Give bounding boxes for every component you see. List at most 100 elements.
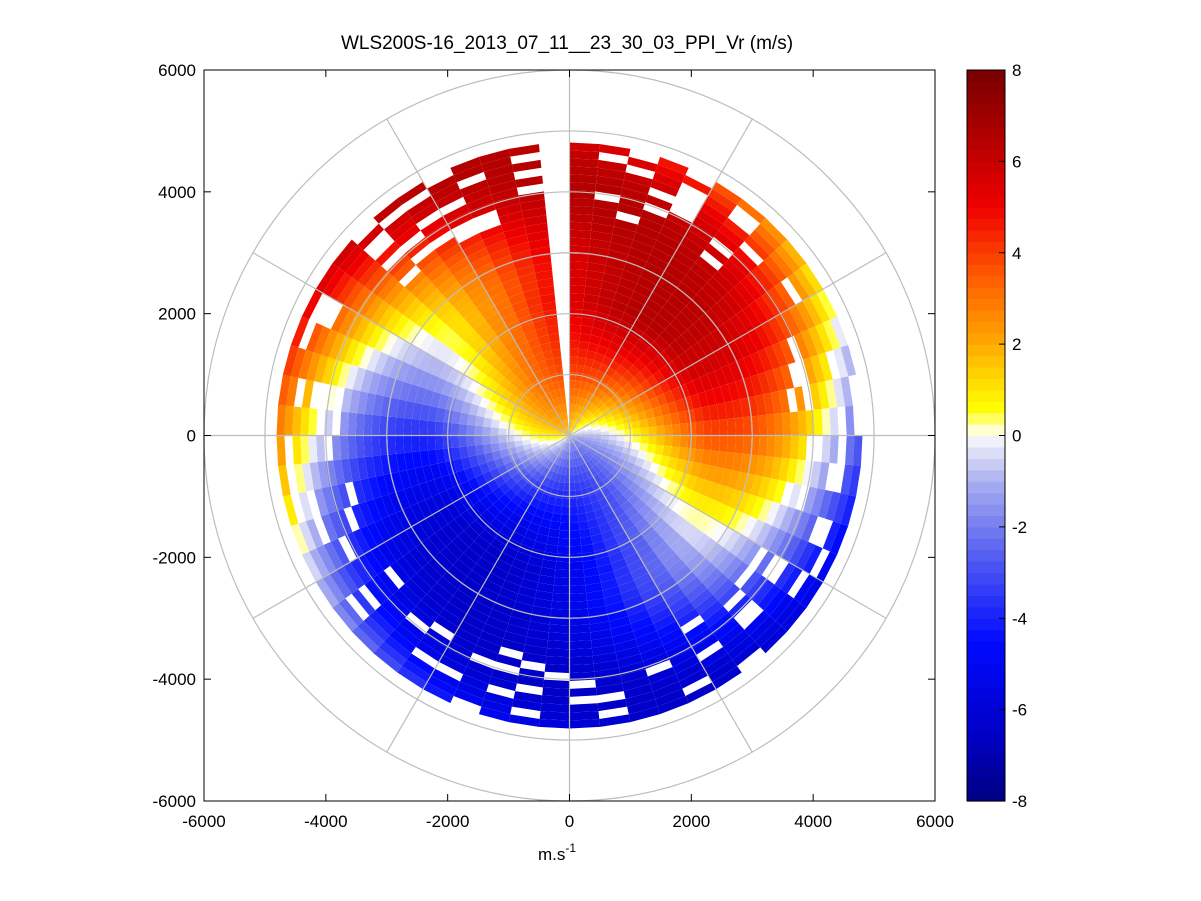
- velocity-cell: [416, 567, 438, 589]
- velocity-cell: [537, 500, 548, 511]
- velocity-cell: [396, 292, 417, 315]
- velocity-cell: [571, 411, 575, 421]
- velocity-cell: [658, 380, 671, 394]
- velocity-cell: [632, 428, 641, 436]
- velocity-cell: [607, 402, 618, 412]
- velocity-cell: [526, 230, 549, 242]
- velocity-cell: [448, 257, 471, 276]
- velocity-cell: [691, 557, 711, 577]
- velocity-cell: [747, 328, 765, 352]
- velocity-cell: [471, 393, 483, 407]
- velocity-cell: [571, 458, 577, 468]
- velocity-cell: [653, 613, 677, 631]
- velocity-cell: [569, 253, 589, 263]
- velocity-cell: [569, 205, 594, 215]
- velocity-cell: [569, 213, 593, 223]
- velocity-cell: [801, 513, 819, 542]
- y-tick-label: 2000: [158, 305, 196, 324]
- velocity-cell: [473, 370, 487, 385]
- velocity-cell: [498, 420, 508, 429]
- velocity-cell: [495, 262, 516, 277]
- velocity-cell: [581, 309, 596, 320]
- velocity-cell: [817, 461, 830, 490]
- velocity-cell: [547, 423, 556, 430]
- velocity-cell: [463, 186, 492, 204]
- velocity-cell: [308, 435, 318, 463]
- velocity-cell: [492, 450, 502, 460]
- velocity-cell: [662, 218, 689, 237]
- velocity-cell: [419, 404, 431, 421]
- velocity-cell: [608, 307, 625, 320]
- velocity-cell: [446, 641, 473, 660]
- velocity-cell: [530, 515, 543, 526]
- velocity-cell: [596, 415, 606, 423]
- velocity-cell: [817, 381, 830, 410]
- velocity-cell: [595, 183, 623, 196]
- velocity-cell: [505, 477, 517, 489]
- velocity-cell: [601, 455, 611, 464]
- velocity-cell: [458, 620, 483, 639]
- velocity-cell: [321, 357, 337, 385]
- x-tick-label: 4000: [794, 812, 832, 831]
- velocity-cell: [472, 645, 499, 662]
- velocity-cell: [530, 311, 545, 323]
- velocity-cell: [595, 175, 624, 188]
- velocity-cell: [445, 460, 457, 475]
- velocity-cell: [628, 609, 651, 624]
- velocity-cell: [770, 457, 783, 480]
- velocity-cell: [630, 565, 649, 581]
- velocity-cell: [815, 322, 834, 353]
- colorbar-step: [967, 344, 1005, 357]
- velocity-cell: [515, 445, 525, 453]
- velocity-cell: [610, 393, 621, 403]
- velocity-cell: [693, 533, 711, 553]
- velocity-cell: [611, 558, 628, 572]
- velocity-cell: [525, 222, 548, 235]
- velocity-cell: [368, 476, 382, 500]
- velocity-cell: [829, 407, 839, 436]
- velocity-cell: [585, 582, 603, 594]
- velocity-cell: [552, 585, 570, 594]
- velocity-cell: [543, 551, 558, 562]
- velocity-cell: [533, 370, 544, 381]
- velocity-cell: [363, 550, 384, 576]
- velocity-cell: [462, 240, 486, 258]
- velocity-cell: [550, 608, 570, 618]
- velocity-cell: [705, 389, 717, 406]
- velocity-cell: [585, 451, 594, 460]
- velocity-cell: [598, 403, 608, 413]
- velocity-cell: [586, 262, 606, 273]
- velocity-cell: [840, 344, 857, 377]
- velocity-cell: [428, 533, 446, 553]
- velocity-cell: [557, 537, 570, 547]
- velocity-cell: [439, 347, 455, 365]
- velocity-cell: [724, 452, 735, 471]
- velocity-cell: [511, 365, 523, 377]
- velocity-cell: [399, 617, 426, 641]
- velocity-cell: [716, 551, 737, 574]
- velocity-cell: [646, 361, 660, 375]
- velocity-cell: [437, 461, 449, 478]
- velocity-cell: [589, 493, 599, 504]
- velocity-cell: [516, 675, 544, 688]
- velocity-cell: [558, 422, 565, 430]
- velocity-cell: [359, 525, 378, 551]
- velocity-cell: [537, 525, 550, 537]
- velocity-cell: [582, 443, 591, 450]
- y-tick-label: -2000: [153, 548, 196, 567]
- velocity-cell: [466, 365, 480, 381]
- velocity-cell: [755, 394, 767, 416]
- velocity-cell: [727, 381, 740, 401]
- velocity-cell: [496, 653, 522, 668]
- velocity-cell: [527, 384, 537, 395]
- colorbar-step: [967, 492, 1005, 505]
- velocity-cell: [623, 172, 653, 187]
- velocity-cell: [669, 340, 685, 357]
- velocity-cell: [692, 477, 706, 494]
- velocity-cell: [430, 391, 442, 408]
- velocity-cell: [540, 367, 550, 378]
- velocity-cell: [443, 447, 454, 462]
- velocity-cell: [602, 272, 621, 285]
- velocity-cell: [569, 395, 574, 404]
- velocity-cell: [504, 370, 517, 383]
